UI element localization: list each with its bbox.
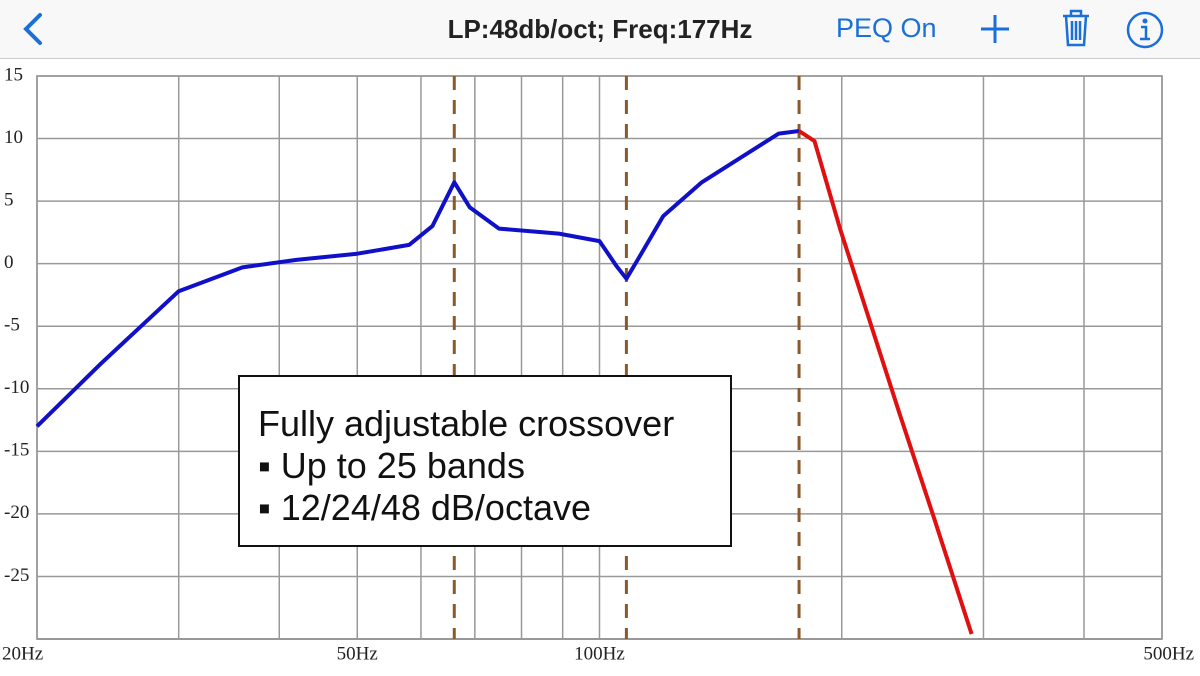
callout: Fully adjustable crossover ▪ Up to 25 ban… (238, 375, 732, 547)
peq-toggle[interactable]: PEQ On (836, 13, 937, 43)
y-tick-label: -5 (4, 315, 20, 336)
back-button[interactable] (20, 12, 46, 46)
toolbar: LP:48db/oct; Freq:177Hz PEQ On (0, 0, 1200, 59)
delete-button[interactable] (1060, 8, 1092, 48)
callout-line: ▪ Up to 25 bands (258, 445, 525, 486)
x-tick-label: 20Hz (2, 643, 43, 664)
response-curve (35, 129, 800, 428)
y-tick-label: 0 (4, 252, 14, 273)
y-tick-label: -10 (4, 377, 29, 398)
y-tick-label: -15 (4, 440, 29, 461)
info-button[interactable] (1125, 10, 1165, 50)
y-tick-label: 5 (4, 189, 14, 210)
y-tick-label: 10 (4, 127, 23, 148)
y-tick-label: 15 (4, 64, 23, 85)
y-tick-label: -25 (4, 565, 29, 586)
callout-line: ▪ 12/24/48 dB/octave (258, 487, 591, 528)
title: LP:48db/oct; Freq:177Hz (447, 14, 753, 44)
callout-line: Fully adjustable crossover (258, 403, 675, 444)
x-tick-label: 100Hz (574, 643, 625, 664)
x-tick-label: 50Hz (337, 643, 378, 664)
y-tick-label: -20 (4, 502, 29, 523)
response-curve (798, 129, 974, 635)
add-button[interactable] (978, 12, 1012, 46)
chart: 15 10 5 0 -5 -10 -15 -20 -25 20Hz 50Hz 100Hz 500Hz (2, 64, 1194, 664)
x-tick-label: 500Hz (1143, 643, 1194, 664)
